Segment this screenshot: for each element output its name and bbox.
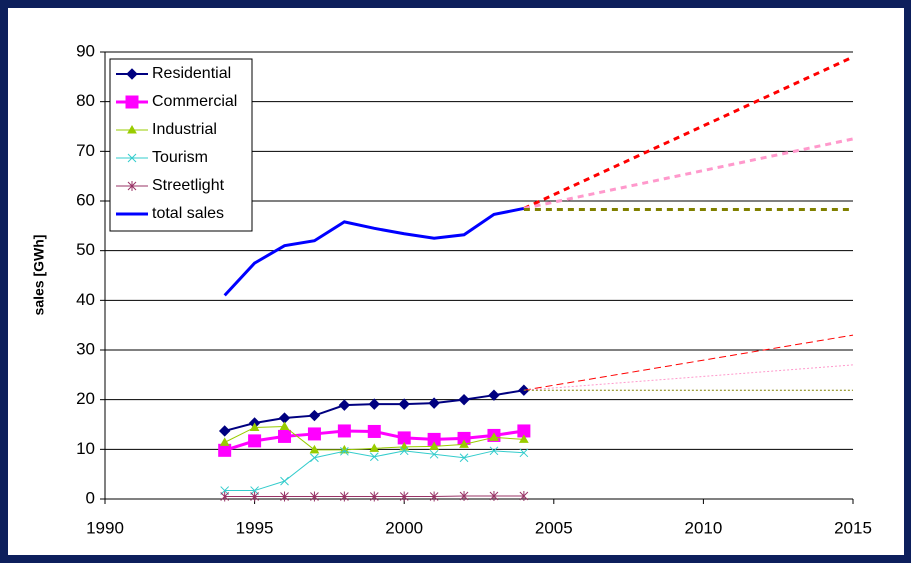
data-point bbox=[489, 432, 499, 441]
x-tick-label: 2010 bbox=[684, 518, 722, 537]
data-point bbox=[337, 424, 351, 438]
series bbox=[523, 364, 854, 391]
legend-marker bbox=[126, 68, 138, 80]
data-point bbox=[307, 427, 321, 441]
data-point bbox=[310, 491, 319, 502]
series bbox=[523, 334, 854, 391]
legend-box bbox=[109, 58, 253, 232]
y-tick-label: 30 bbox=[76, 339, 95, 358]
y-tick-label: 80 bbox=[76, 91, 95, 110]
data-point bbox=[428, 397, 440, 409]
data-point bbox=[279, 421, 290, 430]
legend-label: Commercial bbox=[152, 93, 237, 110]
data-point bbox=[249, 422, 260, 431]
x-tick-label: 1995 bbox=[236, 518, 274, 537]
legend-marker bbox=[127, 153, 137, 163]
data-point bbox=[459, 453, 469, 463]
data-point bbox=[340, 491, 349, 502]
data-point bbox=[369, 491, 379, 502]
legend-marker bbox=[125, 95, 139, 109]
y-tick-label: 20 bbox=[76, 389, 95, 408]
series bbox=[219, 421, 529, 454]
y-tick-label: 60 bbox=[76, 190, 95, 209]
legend: Residential Commercial Industrial Tourism St… bbox=[109, 58, 253, 232]
y-tick-label: 10 bbox=[76, 439, 95, 458]
y-tick-label: 50 bbox=[76, 240, 95, 259]
series-line bbox=[523, 334, 854, 391]
data-point bbox=[368, 398, 380, 410]
y-tick-label: 40 bbox=[76, 290, 95, 309]
series bbox=[523, 55, 854, 210]
series bbox=[218, 384, 530, 437]
x-tick-label: 2000 bbox=[385, 518, 423, 537]
data-point bbox=[218, 443, 232, 457]
data-point bbox=[399, 491, 409, 502]
series-line bbox=[523, 364, 854, 391]
data-point bbox=[399, 441, 410, 451]
data-point bbox=[489, 446, 499, 456]
series bbox=[220, 491, 529, 502]
series-line bbox=[523, 137, 854, 210]
data-point bbox=[519, 491, 529, 502]
data-point bbox=[398, 398, 410, 410]
data-point bbox=[489, 491, 499, 502]
data-point bbox=[219, 437, 230, 446]
x-tick-label: 1990 bbox=[86, 518, 124, 537]
series bbox=[223, 206, 525, 297]
y-tick-label: 0 bbox=[86, 488, 95, 507]
data-point bbox=[369, 443, 380, 452]
series bbox=[220, 446, 529, 495]
y-tick-label: 90 bbox=[76, 41, 95, 60]
data-point bbox=[309, 444, 320, 454]
x-tick-label: 2015 bbox=[834, 518, 872, 537]
data-point bbox=[248, 434, 262, 448]
data-point bbox=[459, 491, 469, 502]
legend-marker bbox=[127, 181, 137, 191]
data-point bbox=[250, 491, 259, 502]
data-point bbox=[369, 452, 379, 462]
data-point bbox=[488, 389, 500, 401]
legend-label: Industrial bbox=[152, 121, 217, 138]
y-tick-label: 70 bbox=[76, 141, 95, 160]
legend-label: total sales bbox=[152, 205, 224, 222]
series bbox=[218, 424, 531, 457]
data-point bbox=[280, 491, 289, 502]
data-point bbox=[278, 429, 292, 443]
data-point bbox=[218, 425, 231, 437]
legend-label: Tourism bbox=[152, 149, 208, 166]
data-point bbox=[429, 449, 439, 459]
data-point bbox=[429, 491, 439, 502]
x-tick-label: 2005 bbox=[535, 518, 573, 537]
legend-label: Streetlight bbox=[152, 177, 225, 194]
data-point bbox=[280, 476, 289, 486]
data-point bbox=[399, 446, 409, 456]
series bbox=[523, 137, 854, 210]
data-point bbox=[310, 453, 319, 463]
series-line bbox=[223, 206, 525, 297]
y-axis-label: sales [GWh] bbox=[31, 235, 47, 316]
data-point bbox=[519, 448, 529, 458]
data-point bbox=[340, 446, 349, 456]
data-point bbox=[458, 393, 470, 406]
data-point bbox=[429, 441, 439, 450]
data-point bbox=[367, 424, 381, 438]
legend-marker bbox=[127, 124, 137, 134]
legend-label: Residential bbox=[152, 65, 231, 82]
data-point bbox=[519, 434, 529, 443]
data-point bbox=[308, 409, 321, 422]
data-point bbox=[338, 399, 351, 411]
data-point bbox=[220, 491, 230, 502]
data-point bbox=[459, 439, 469, 448]
series-line bbox=[523, 55, 854, 210]
